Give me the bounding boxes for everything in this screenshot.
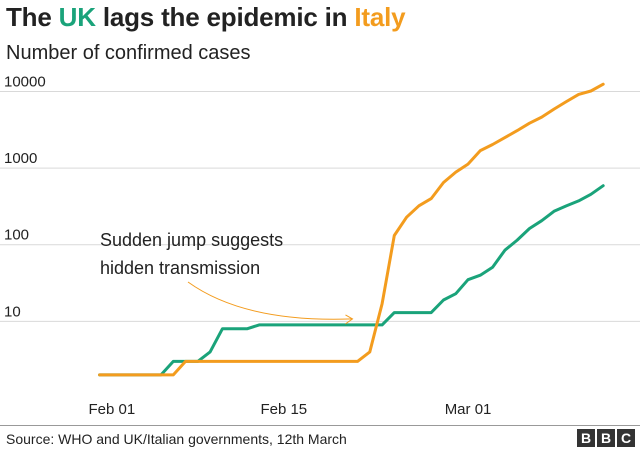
y-tick-label: 10 [4,303,21,320]
y-tick-label: 10000 [4,73,46,90]
x-tick-label: Feb 01 [88,401,135,418]
uk-series-line [98,184,605,377]
y-tick-label: 1000 [4,150,37,167]
italy-series-line [98,82,605,377]
y-tick-label: 100 [4,227,29,244]
title-uk: UK [58,2,96,32]
x-tick-label: Mar 01 [445,401,492,418]
annotation-arrow [187,281,353,320]
x-tick-label: Feb 15 [260,401,307,418]
annotation-text: Sudden jump suggests [100,230,283,250]
source-note: Source: WHO and UK/Italian governments, … [6,431,347,447]
bbc-logo: B B C [577,429,635,447]
chart-subtitle: Number of confirmed cases [6,42,251,64]
title-part: The [6,2,59,32]
chart-title: The UK lags the epidemic in Italy [6,2,406,33]
title-part: lags the epidemic in [95,2,355,32]
bbc-logo-letter: B [597,429,615,447]
footer-divider [0,425,640,426]
line-chart: 10 100 1000 10000 Feb 01 Feb 15 Mar 01 Sudden j… [0,73,640,418]
title-italy: Italy [354,2,406,32]
annotation-arrowhead [345,314,354,325]
annotation-text: hidden transmission [100,258,260,278]
bbc-logo-letter: B [577,429,595,447]
bbc-logo-letter: C [617,429,635,447]
